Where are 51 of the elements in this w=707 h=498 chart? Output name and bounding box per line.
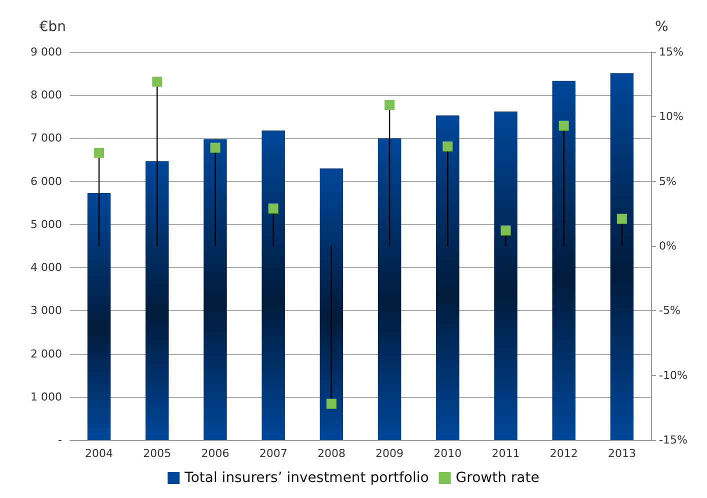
bar — [436, 115, 460, 440]
x-tick-label: 2008 — [317, 447, 346, 460]
point — [152, 76, 162, 87]
y2-tick-label: 10% — [659, 110, 684, 124]
point — [210, 142, 220, 153]
y-tick-label: 4 000 — [30, 261, 62, 274]
y2-tick-label: -10% — [659, 368, 688, 382]
bar — [494, 111, 518, 440]
y2-tick-label: -15% — [659, 434, 688, 446]
point — [616, 214, 627, 224]
bar — [320, 168, 344, 440]
point — [268, 203, 278, 214]
bar — [87, 192, 111, 440]
bar — [378, 138, 402, 440]
y-tick-label: 7 000 — [30, 132, 62, 145]
bar — [552, 80, 576, 440]
point — [326, 398, 336, 409]
bar — [204, 139, 227, 440]
legend-label: Total insurers’ investment portfolio — [184, 470, 429, 486]
y2-tick-label: 15% — [659, 46, 684, 58]
bar — [146, 161, 169, 440]
point — [384, 100, 395, 110]
y-tick-label: 8 000 — [30, 88, 62, 102]
y-tick-label: 5 000 — [30, 218, 62, 231]
bar — [610, 73, 634, 440]
x-tick-label: 2004 — [85, 447, 114, 460]
y2-tick-label: -5% — [659, 304, 680, 318]
x-tick-label: 2006 — [201, 447, 230, 460]
point — [558, 120, 569, 131]
y-tick-label: 9 000 — [30, 46, 62, 58]
y-tick-label: 1 000 — [30, 390, 62, 404]
y-tick-label: 6 000 — [30, 174, 62, 188]
point — [442, 141, 453, 152]
y-axis-title: €bn — [39, 19, 66, 35]
x-tick-label: 2011 — [492, 447, 520, 460]
y2-tick-label: 0% — [659, 240, 676, 252]
x-tick-label: 2013 — [608, 447, 636, 460]
x-tick-label: 2010 — [434, 447, 462, 460]
bar — [262, 130, 285, 440]
y-tick-label: - — [58, 434, 62, 446]
x-tick-label: 2012 — [550, 447, 578, 460]
point — [94, 148, 104, 158]
legend-label: Growth rate — [456, 470, 540, 486]
y-tick-label: 3 000 — [30, 304, 62, 318]
x-tick-label: 2009 — [376, 447, 404, 460]
x-tick-label: 2007 — [259, 447, 288, 460]
x-tick-label: 2005 — [143, 447, 172, 460]
y-tick-label: 2 000 — [30, 347, 62, 360]
point — [500, 225, 511, 236]
y2-tick-label: 5% — [659, 174, 676, 188]
y2-axis-title: % — [655, 19, 668, 35]
